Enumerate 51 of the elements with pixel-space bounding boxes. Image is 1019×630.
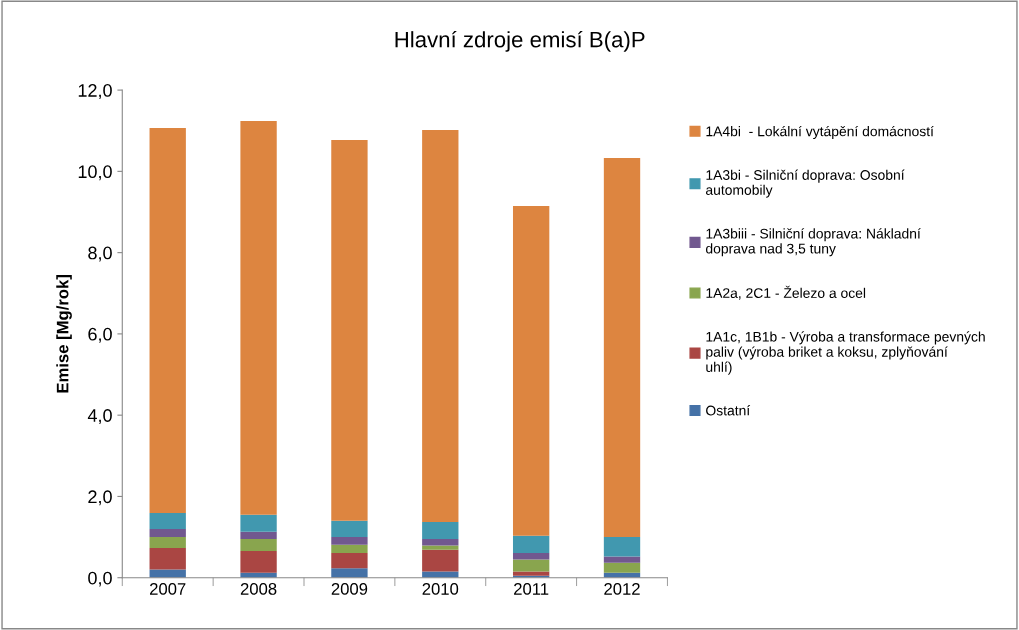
bar [149, 548, 186, 570]
bar [149, 537, 186, 549]
bar [422, 522, 459, 540]
bar [331, 537, 368, 545]
bar [240, 514, 277, 532]
bar [603, 562, 641, 573]
y-tick-label: 2,0 [88, 490, 112, 506]
x-tick-label: 2008 [240, 583, 277, 595]
y-tick-label: 0,0 [88, 571, 112, 587]
y-tick-label: 6,0 [88, 327, 112, 343]
bar [240, 539, 277, 551]
legend-label: Ostatní [706, 405, 751, 416]
bar [149, 127, 186, 514]
x-tick-label: 2011 [514, 583, 549, 595]
bar [331, 520, 368, 538]
bar [331, 140, 368, 521]
y-axis-title: Emise [Mg/rok] [56, 275, 72, 393]
y-tick-label: 10,0 [78, 165, 112, 181]
bar [512, 559, 550, 572]
y-tick-label: 4,0 [87, 409, 112, 425]
legend-label: 1A3biii - Silniční doprava: Nákladní doprava nad 3,5 tuny [706, 228, 921, 257]
legend-label: 1A1c, 1B1b - Výroba a transformace pevných paliv (výroba briket a koksu, zplyňování uhlí) [706, 331, 985, 375]
bar [512, 571, 550, 576]
bar [603, 537, 641, 557]
chart-title: Hlavní zdroje emisí B(a)P [395, 30, 645, 52]
x-tick-label: 2012 [604, 583, 640, 595]
bar [422, 549, 459, 572]
bar [422, 129, 459, 523]
legend-label: 1A2a, 2C1 - Železo a ocel [706, 285, 866, 300]
x-tick-label: 2010 [422, 583, 459, 595]
bar [512, 535, 550, 553]
bar [512, 205, 550, 536]
bar [512, 552, 550, 560]
bar [240, 531, 277, 540]
bar [422, 539, 459, 546]
bar [331, 552, 368, 569]
bar [331, 544, 368, 553]
y-tick-label: 12,0 [78, 84, 112, 99]
y-tick-label: 8,0 [88, 246, 112, 262]
bar [149, 528, 186, 538]
bar [422, 545, 459, 550]
bar [331, 568, 368, 578]
x-tick-label: 2009 [331, 583, 368, 595]
bar [603, 157, 641, 538]
bar [240, 550, 277, 573]
x-tick-label: 2007 [150, 583, 186, 595]
legend-label: 1A4bi - Lokální vytápění domácností [706, 125, 934, 140]
bar [240, 120, 277, 515]
legend-label: 1A3bi - Silniční doprava: Osobní automobily [706, 169, 905, 198]
bar [603, 556, 641, 563]
bar [149, 513, 186, 529]
